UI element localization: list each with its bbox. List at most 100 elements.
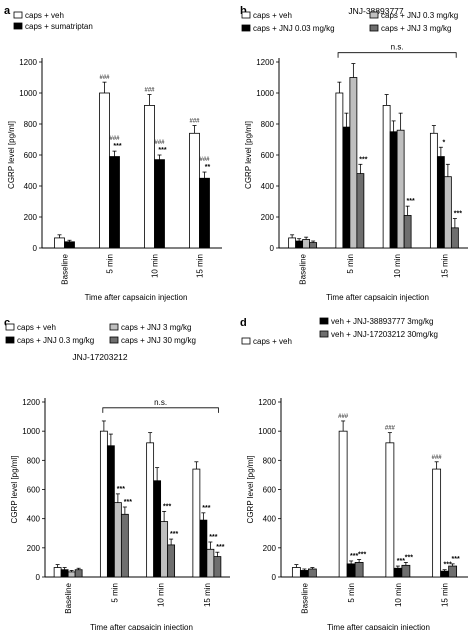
significance-label: ### (199, 157, 210, 163)
bar (146, 442, 155, 578)
y-tick-label: 0 (36, 573, 41, 582)
y-tick-label: 0 (33, 244, 38, 253)
legend-swatch (369, 11, 379, 19)
legend-label: caps + veh (253, 337, 292, 346)
y-tick-label: 200 (261, 213, 275, 222)
legend-swatch (241, 24, 251, 32)
x-axis-title: Time after capsaicin injection (90, 623, 193, 630)
legend-swatch (5, 336, 15, 344)
legend-swatch (319, 317, 329, 325)
significance-label: *** (209, 534, 217, 541)
significance-label: ### (144, 88, 155, 94)
bar (342, 126, 351, 249)
bar (302, 239, 311, 249)
legend-label: caps + veh (253, 11, 292, 20)
x-tick-label: 15 min (441, 583, 450, 607)
significance-label: *** (124, 499, 132, 506)
y-tick-label: 600 (261, 151, 275, 160)
y-tick-label: 1000 (258, 427, 276, 436)
significance-label: *** (350, 553, 358, 560)
ns-bracket (102, 407, 219, 413)
y-tick-label: 400 (261, 182, 275, 191)
x-tick-label: Baseline (64, 582, 73, 613)
bar (60, 569, 69, 578)
significance-label: *** (117, 486, 125, 493)
x-tick-label: 10 min (157, 583, 166, 607)
x-tick-label: 15 min (196, 254, 205, 278)
bar (436, 156, 445, 249)
x-tick-label: Baseline (61, 253, 70, 284)
legend-label: caps + veh (17, 323, 56, 332)
y-tick-label: 1200 (19, 58, 37, 67)
y-tick-label: 1000 (19, 89, 37, 98)
significance-label: *** (170, 531, 178, 538)
bar (450, 227, 459, 249)
bar (309, 242, 318, 249)
bar (199, 519, 208, 578)
bar (99, 92, 110, 249)
ns-label: n.s. (154, 398, 167, 407)
legend-label: caps + sumatriptan (25, 22, 93, 31)
x-tick-label: 5 min (346, 254, 355, 274)
bar (385, 442, 395, 578)
bar (64, 241, 75, 249)
y-tick-label: 200 (27, 544, 41, 553)
significance-label: *** (158, 147, 166, 154)
bar (144, 105, 155, 249)
y-tick-label: 200 (263, 544, 277, 553)
x-tick-label: 5 min (106, 254, 115, 274)
bar (199, 177, 210, 249)
significance-label: *** (113, 143, 121, 150)
bar (120, 513, 129, 578)
bar (192, 468, 201, 578)
bar (154, 159, 165, 249)
y-tick-label: 400 (24, 182, 38, 191)
bar (349, 77, 358, 249)
panel-letter: b (240, 5, 247, 17)
y-axis-title: CGRP level [pg/ml] (10, 456, 19, 524)
ns-label: n.s. (391, 43, 404, 52)
significance-label: *** (397, 558, 405, 565)
significance-label: *** (407, 198, 415, 205)
x-tick-label: 15 min (203, 583, 212, 607)
panel-c: c JNJ-17203212 caps + veh caps + JNJ 3 mg/k… (4, 317, 230, 630)
bar (109, 156, 120, 249)
x-axis-title: Time after capsaicin injection (85, 293, 188, 302)
y-tick-label: 800 (24, 120, 38, 129)
y-tick-label: 600 (27, 486, 41, 495)
x-axis-title: Time after capsaicin injection (327, 623, 430, 630)
x-axis-title: Time after capsaicin injection (326, 293, 429, 302)
legend-swatch (5, 323, 15, 331)
y-tick-label: 400 (263, 515, 277, 524)
y-axis-title: CGRP level [pg/ml] (246, 456, 255, 524)
legend-label: caps + JNJ 0.3 mg/kg (381, 11, 458, 20)
significance-label: *** (359, 156, 367, 163)
panel-title: JNJ-17203212 (72, 352, 128, 362)
legend-swatch (109, 323, 119, 331)
y-tick-label: 800 (263, 456, 277, 465)
bar (167, 544, 176, 578)
bar (213, 556, 222, 578)
legend-swatch (241, 11, 251, 19)
legend-swatch (109, 336, 119, 344)
bar (443, 176, 452, 249)
bar (401, 564, 411, 578)
significance-label: *** (454, 211, 462, 218)
legend-label: caps + JNJ 0.3 mg/kg (17, 336, 94, 345)
bar (335, 92, 344, 249)
bar (153, 480, 162, 578)
bar (160, 521, 169, 578)
bar (403, 215, 412, 249)
bar (396, 129, 405, 249)
significance-label: ### (385, 426, 396, 432)
y-tick-label: 400 (27, 515, 41, 524)
panel-b: b JNJ-38893777 caps + veh caps + JNJ 0.3 mg… (240, 5, 468, 302)
legend-label: caps + JNJ 3 mg/kg (121, 323, 191, 332)
bar (54, 237, 65, 249)
bar (356, 173, 365, 249)
legend-swatch (369, 24, 379, 32)
legend-label: caps + JNJ 30 mg/kg (121, 336, 196, 345)
y-tick-label: 1200 (256, 58, 274, 67)
y-axis-title: CGRP level [pg/ml] (244, 121, 253, 189)
